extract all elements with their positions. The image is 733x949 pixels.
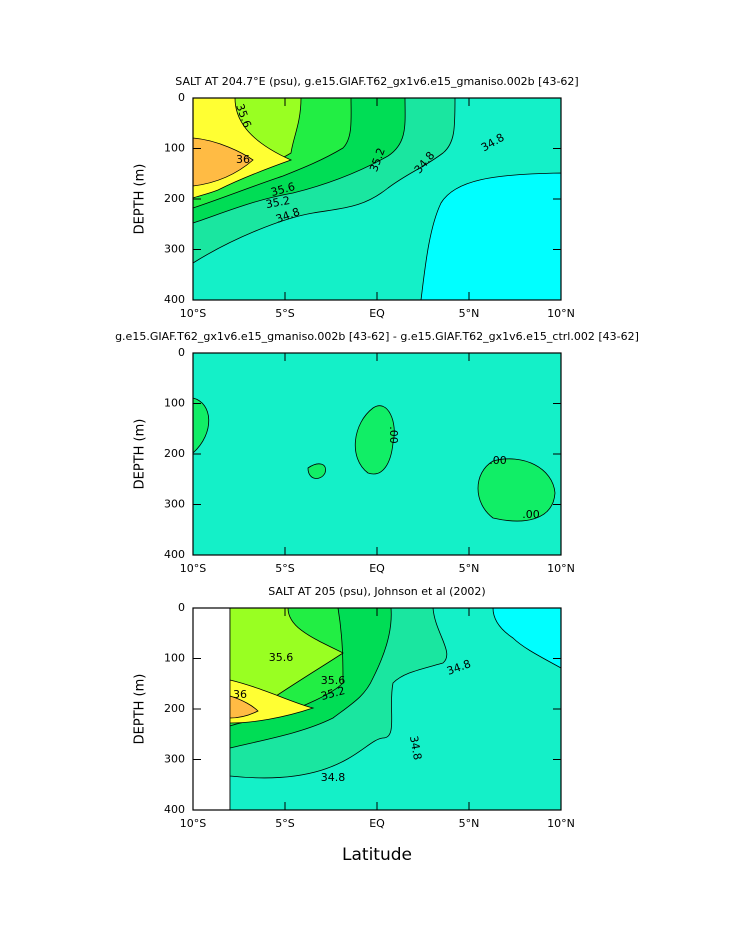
contour-fill [477, 458, 556, 522]
x-tick-label: EQ [369, 562, 385, 575]
contour-label: 35.2 [265, 194, 291, 211]
x-tick-label: 10°S [180, 817, 206, 830]
x-tick-label: 10°S [180, 307, 206, 320]
panel-title: SALT AT 205 (psu), Johnson et al (2002) [268, 585, 485, 598]
y-tick-label: 300 [164, 243, 185, 256]
contour-label: .00 [489, 454, 507, 467]
contour-fill [354, 405, 395, 475]
contour-label: .00 [522, 508, 540, 521]
y-tick-label: 0 [178, 346, 185, 359]
y-tick-label: 0 [178, 91, 185, 104]
y-tick-label: 100 [164, 397, 185, 410]
y-axis-label: DEPTH (m) [133, 674, 148, 745]
y-tick-label: 400 [164, 293, 185, 306]
x-tick-label: 5°S [275, 307, 294, 320]
panel: .00 .00 .00 10°S 5°S EQ 5°N 10°N 0 100 200 300 400 [164, 346, 575, 575]
panel-title: g.e15.GIAF.T62_gx1v6.e15_gmaniso.002b [4… [115, 330, 639, 343]
contour-label: .00 [387, 426, 400, 444]
y-tick-label: 200 [164, 447, 185, 460]
y-tick-label: 100 [164, 652, 185, 665]
y-tick-label: 200 [164, 702, 185, 715]
contour-fill [420, 172, 562, 301]
contour-label: 36 [233, 688, 247, 701]
contour-label: 34.8 [407, 735, 424, 761]
x-tick-label: 5°N [459, 817, 480, 830]
x-tick-label: 5°S [275, 817, 294, 830]
contour-label: 35.6 [321, 674, 346, 687]
y-axis-label: DEPTH (m) [133, 419, 148, 490]
contour-fill [307, 463, 326, 479]
panel-title: SALT AT 204.7°E (psu), g.e15.GIAF.T62_gx… [175, 75, 578, 88]
contour-label: 34.8 [321, 771, 346, 784]
x-tick-label: 10°N [547, 817, 575, 830]
y-tick-label: 300 [164, 753, 185, 766]
contour-fill [492, 607, 562, 669]
y-tick-label: 300 [164, 498, 185, 511]
y-tick-label: 200 [164, 192, 185, 205]
y-tick-label: 400 [164, 803, 185, 816]
x-tick-label: 10°N [547, 562, 575, 575]
contour-fill [192, 137, 254, 187]
contour-label: 35.2 [319, 684, 346, 703]
contour-fill [229, 695, 259, 719]
x-tick-label: EQ [369, 307, 385, 320]
contour-label: 35.6 [269, 180, 296, 199]
x-tick-label: 10°N [547, 307, 575, 320]
y-tick-label: 400 [164, 548, 185, 561]
x-tick-label: 5°N [459, 307, 480, 320]
x-tick-label: 5°N [459, 562, 480, 575]
x-tick-label: 5°S [275, 562, 294, 575]
contour-label: 35.6 [269, 651, 294, 664]
contour-label: 36 [236, 153, 250, 166]
x-tick-label: 10°S [180, 562, 206, 575]
y-tick-label: 100 [164, 142, 185, 155]
x-tick-label: EQ [369, 817, 385, 830]
y-axis-label: DEPTH (m) [133, 164, 148, 235]
x-axis-label: Latitude [342, 845, 412, 865]
y-tick-label: 0 [178, 601, 185, 614]
